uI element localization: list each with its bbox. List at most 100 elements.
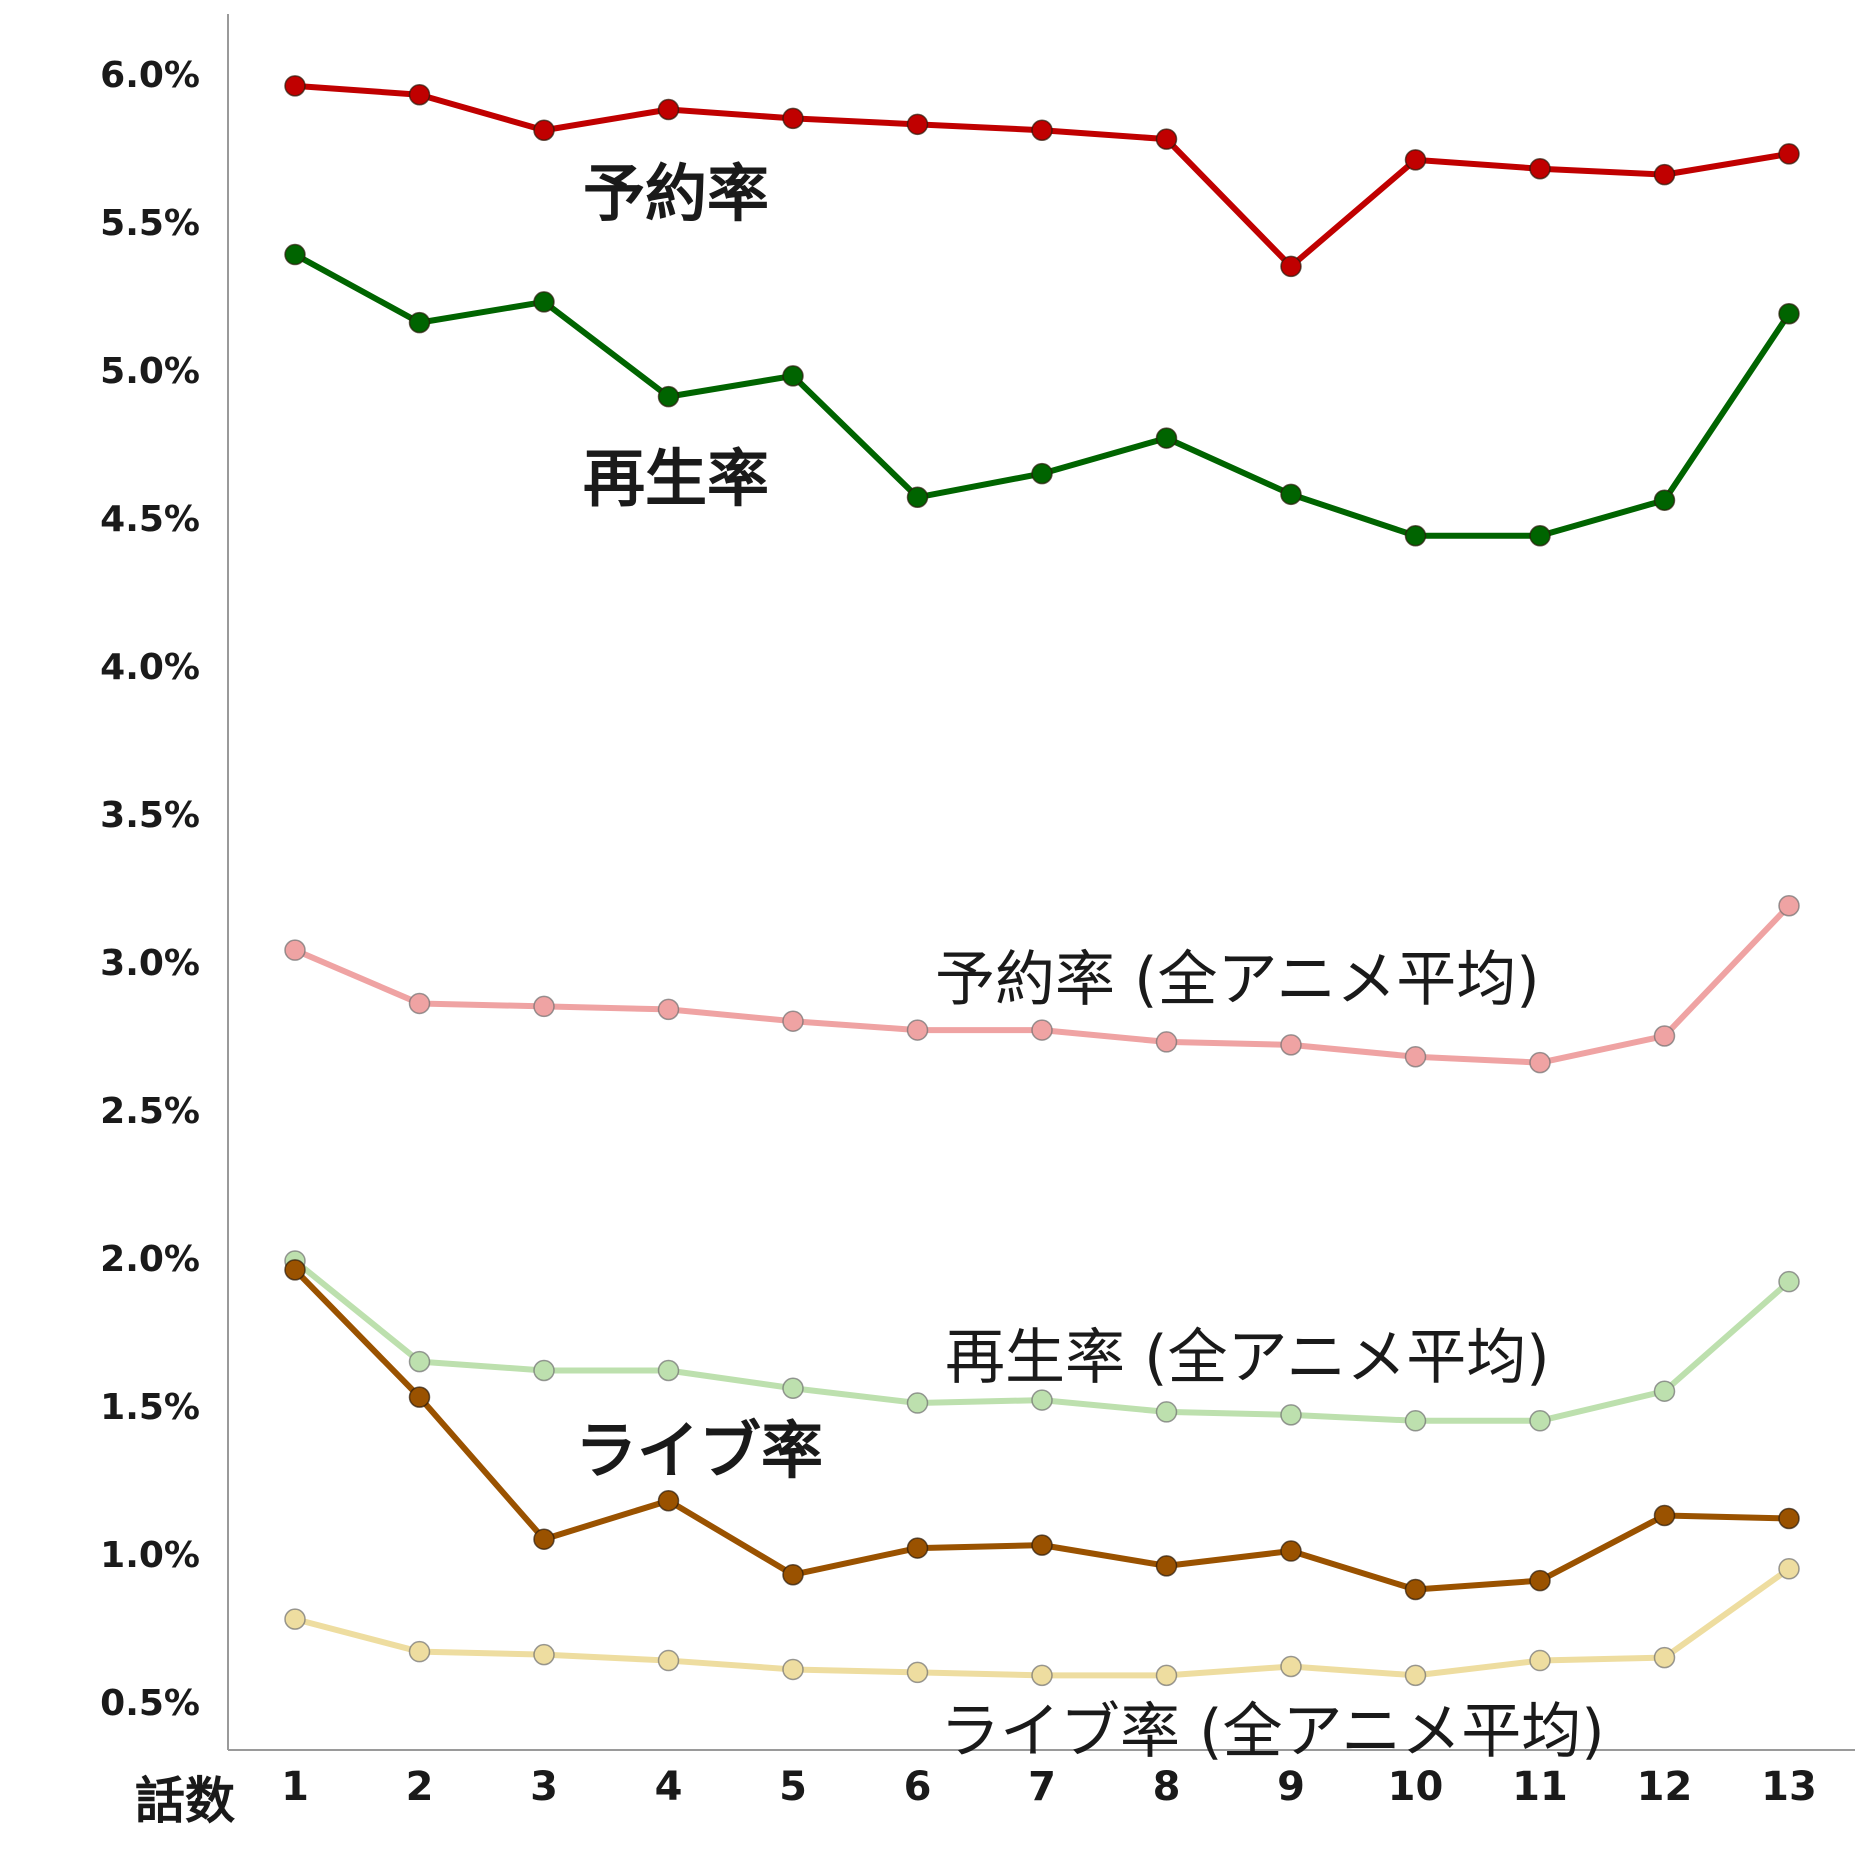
x-tick-label: 9 bbox=[1277, 1764, 1305, 1810]
data-point bbox=[1280, 1655, 1302, 1678]
data-point bbox=[284, 1259, 306, 1281]
data-point bbox=[1404, 1578, 1427, 1601]
y-tick-labels: 0.5% 1.0% 1.5% 2.0% 2.5% 3.0% 3.5% 4.0% 4.5% 5.0%… bbox=[100, 55, 200, 1724]
data-point bbox=[657, 1649, 680, 1672]
x-tick-label: 6 bbox=[904, 1764, 932, 1810]
data-point bbox=[1653, 1646, 1676, 1669]
data-point bbox=[1529, 157, 1551, 180]
y-tick-label: 2.0% bbox=[100, 1239, 200, 1280]
x-tick-label: 4 bbox=[655, 1764, 683, 1810]
data-point bbox=[1529, 1051, 1551, 1074]
series-label: ライブ率 bbox=[575, 1414, 823, 1487]
data-point bbox=[1155, 427, 1178, 449]
series-lines bbox=[292, 82, 1792, 1679]
data-point bbox=[1155, 1031, 1178, 1053]
data-point bbox=[284, 75, 306, 97]
data-point bbox=[408, 1640, 431, 1663]
axes bbox=[227, 14, 1855, 1751]
series-line-6 bbox=[292, 1565, 1792, 1679]
data-point bbox=[1778, 1270, 1800, 1293]
data-point bbox=[1404, 525, 1427, 547]
x-tick-label: 10 bbox=[1388, 1764, 1444, 1810]
data-point bbox=[1653, 1025, 1676, 1047]
data-point bbox=[782, 1010, 804, 1032]
data-point bbox=[1653, 489, 1676, 511]
data-point bbox=[533, 995, 555, 1018]
data-point bbox=[906, 1019, 929, 1041]
data-point bbox=[533, 119, 555, 141]
data-point bbox=[1404, 1410, 1427, 1432]
data-point bbox=[782, 1563, 804, 1586]
series-line-1 bbox=[292, 82, 1792, 270]
data-point bbox=[1404, 1045, 1427, 1068]
y-tick-label: 5.0% bbox=[100, 351, 200, 392]
series-points bbox=[284, 75, 1800, 1687]
series-label: 予約率 (全アニメ平均) bbox=[935, 945, 1540, 1015]
data-point bbox=[1404, 149, 1427, 171]
x-tick-label: 3 bbox=[530, 1764, 558, 1810]
data-point bbox=[533, 1528, 555, 1550]
data-point bbox=[782, 1658, 804, 1681]
data-point bbox=[657, 98, 680, 121]
x-tick-label: 13 bbox=[1761, 1764, 1817, 1810]
data-point bbox=[408, 1350, 431, 1373]
series-label: 再生率 (全アニメ平均) bbox=[945, 1323, 1550, 1393]
y-tick-label: 3.5% bbox=[100, 795, 200, 836]
data-point bbox=[1404, 1664, 1427, 1687]
data-point bbox=[1778, 143, 1800, 165]
data-point bbox=[1031, 1389, 1053, 1411]
data-point bbox=[1778, 1558, 1800, 1580]
data-point bbox=[906, 1392, 929, 1414]
y-tick-label: 4.0% bbox=[100, 647, 200, 688]
x-tick-label: 12 bbox=[1637, 1764, 1693, 1810]
data-point bbox=[1529, 525, 1551, 547]
y-tick-label: 1.0% bbox=[100, 1535, 200, 1576]
series-label: 再生率 bbox=[583, 442, 769, 515]
y-tick-label: 1.5% bbox=[100, 1387, 200, 1428]
data-point bbox=[906, 486, 929, 509]
data-point bbox=[1280, 1404, 1302, 1426]
y-tick-label: 0.5% bbox=[100, 1683, 200, 1724]
x-axis-label: 話数 bbox=[135, 1772, 235, 1830]
x-tick-labels: 1 2 3 4 5 6 7 8 9 10 11 12 13 bbox=[281, 1764, 1817, 1810]
y-tick-label: 2.5% bbox=[100, 1091, 200, 1132]
data-point bbox=[1529, 1649, 1551, 1672]
x-tick-label: 11 bbox=[1512, 1764, 1568, 1810]
x-tick-label: 2 bbox=[406, 1764, 434, 1810]
data-point bbox=[1031, 1534, 1053, 1556]
data-point bbox=[408, 83, 431, 106]
y-tick-label: 3.0% bbox=[100, 943, 200, 984]
data-point bbox=[657, 385, 680, 408]
data-point bbox=[782, 1377, 804, 1399]
data-point bbox=[906, 113, 929, 136]
series-label: ライブ率 (全アニメ平均) bbox=[940, 1697, 1605, 1767]
data-point bbox=[1280, 255, 1302, 278]
data-point bbox=[782, 365, 804, 387]
data-point bbox=[284, 1608, 306, 1630]
data-point bbox=[1778, 303, 1800, 325]
data-point bbox=[1653, 1504, 1676, 1527]
data-point bbox=[408, 311, 431, 334]
data-point bbox=[1778, 1507, 1800, 1530]
y-tick-label: 4.5% bbox=[100, 499, 200, 540]
data-point bbox=[408, 992, 431, 1015]
data-point bbox=[782, 107, 804, 130]
data-point bbox=[533, 291, 555, 313]
data-point bbox=[1155, 1401, 1178, 1423]
data-point bbox=[1155, 1664, 1178, 1687]
data-point bbox=[1653, 163, 1676, 186]
data-point bbox=[1653, 1380, 1676, 1402]
data-point bbox=[1031, 119, 1053, 141]
data-point bbox=[1031, 1664, 1053, 1687]
data-point bbox=[657, 1359, 680, 1382]
x-tick-label: 1 bbox=[281, 1764, 309, 1810]
y-tick-label: 6.0% bbox=[100, 55, 200, 96]
data-point bbox=[533, 1643, 555, 1666]
x-tick-label: 7 bbox=[1028, 1764, 1056, 1810]
series-line-2 bbox=[292, 251, 1792, 539]
data-point bbox=[284, 939, 306, 961]
data-point bbox=[408, 1386, 431, 1408]
data-point bbox=[1155, 1555, 1178, 1577]
